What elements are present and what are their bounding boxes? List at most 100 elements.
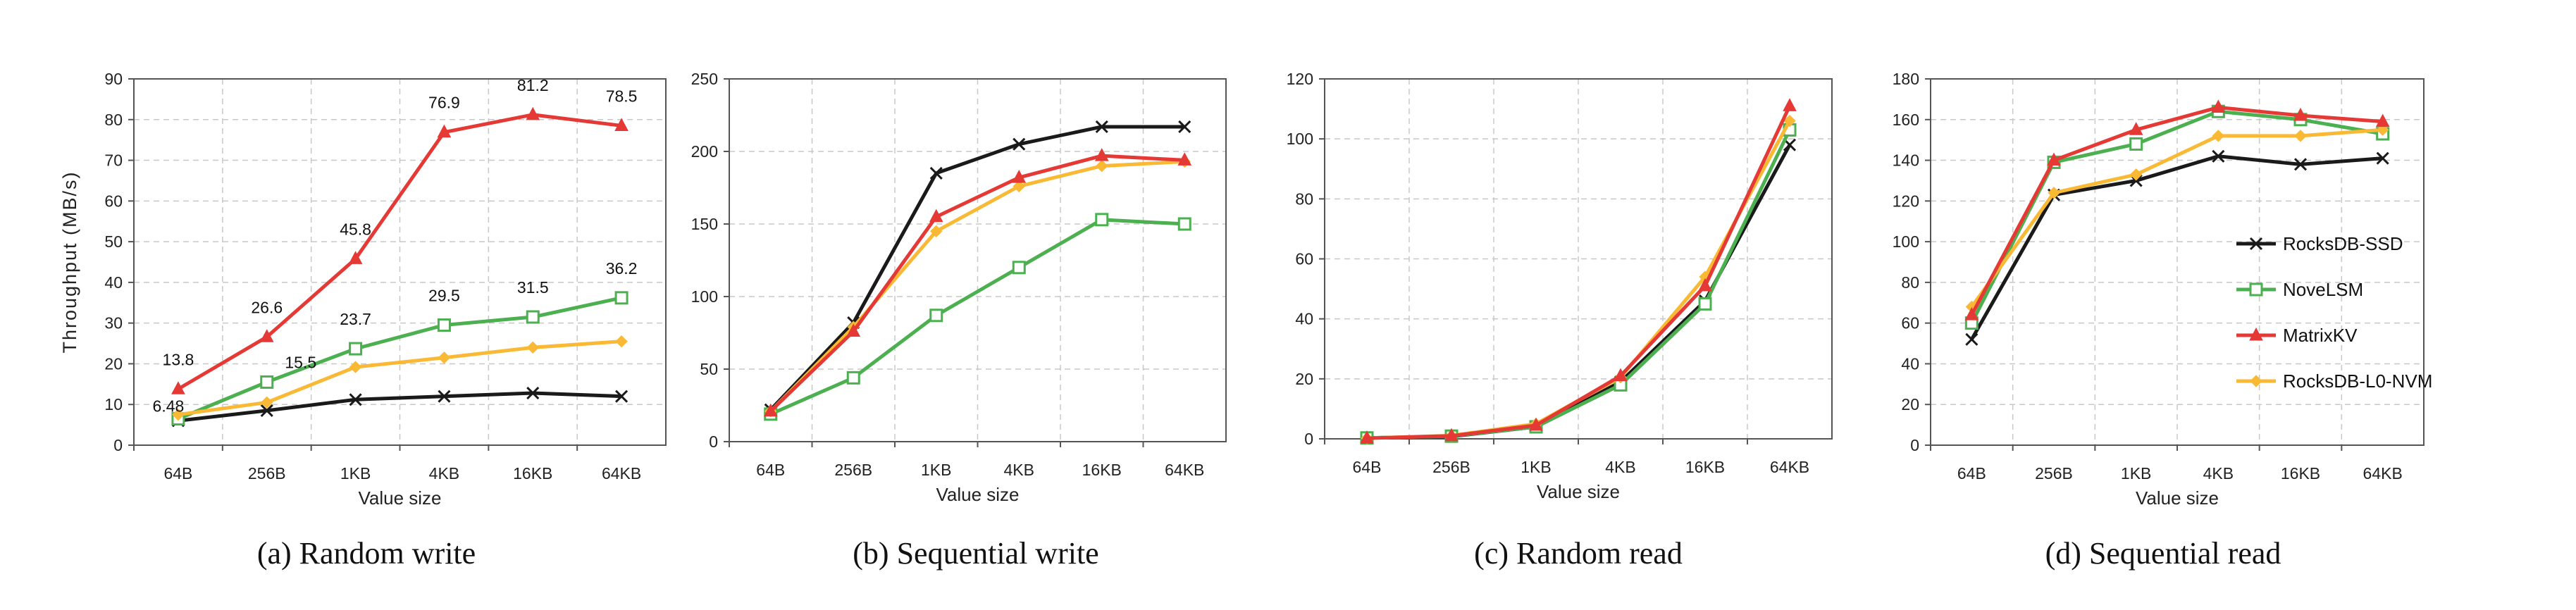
x-tick-label: 64B (1353, 458, 1382, 476)
legend-marker (2249, 282, 2263, 297)
y-tick-label: 250 (691, 70, 718, 88)
y-tick-label: 0 (113, 436, 123, 454)
data-point-RocksDB-L0-NVM (2376, 123, 2389, 136)
data-point-MatrixKV (1529, 417, 1543, 431)
data-point-RocksDB-SSD (349, 393, 362, 406)
data-label: 81.2 (517, 76, 549, 94)
y-axis-label: Throughput (MB/s) (59, 170, 80, 353)
legend-entry: NoveLSM (2283, 279, 2363, 300)
data-label: 15.5 (285, 353, 316, 371)
data-point-NoveLSM (2129, 137, 2143, 151)
data-point-RocksDB-SSD (438, 390, 451, 403)
x-tick-label: 4KB (429, 464, 459, 483)
data-point-RocksDB-L0-NVM (1096, 159, 1108, 173)
x-tick-label: 256B (248, 464, 286, 483)
legend-entry: MatrixKV (2283, 325, 2358, 346)
data-point-RocksDB-L0-NVM (2048, 187, 2060, 199)
y-tick-label: 30 (104, 314, 123, 332)
data-point-NoveLSM (1095, 213, 1109, 227)
y-tick-label: 0 (1304, 430, 1313, 448)
y-tick-label: 150 (691, 215, 718, 233)
data-point-RocksDB-L0-NVM (438, 351, 451, 364)
y-tick-label: 10 (104, 395, 123, 413)
data-point-RocksDB-L0-NVM (172, 408, 185, 421)
data-point-MatrixKV (2293, 107, 2308, 121)
data-point-MatrixKV (348, 251, 363, 264)
data-point-RocksDB-SSD (2212, 149, 2225, 163)
y-tick-label: 20 (1901, 395, 1919, 413)
data-point-NoveLSM (437, 318, 451, 332)
x-tick-label: 4KB (1605, 458, 1635, 476)
data-point-MatrixKV (929, 208, 943, 223)
data-point-MatrixKV (1783, 98, 1797, 111)
legend-marker (2250, 375, 2262, 387)
data-point-MatrixKV (1177, 152, 1192, 166)
y-tick-label: 40 (104, 273, 123, 292)
chart-panel-1: 0 50 100 150 200 250 64B 256B 1KB 4KB 16KB 64KB Valu… (691, 70, 1227, 571)
data-label: 26.6 (251, 298, 283, 316)
y-tick-label: 200 (691, 142, 718, 161)
y-tick-label: 80 (104, 111, 123, 129)
x-axis-label: Value size (936, 484, 1019, 505)
x-tick-label: 64KB (2363, 464, 2403, 483)
legend-marker (2249, 237, 2263, 251)
data-point-NoveLSM (1177, 217, 1191, 231)
x-tick-label: 64B (1957, 464, 1986, 483)
x-tick-label: 16KB (1685, 458, 1725, 476)
y-tick-label: 60 (104, 192, 123, 210)
data-point-MatrixKV (2211, 99, 2226, 113)
data-point-MatrixKV (1698, 278, 1712, 292)
data-point-RocksDB-SSD (2293, 158, 2308, 171)
x-tick-label: 64B (163, 464, 192, 483)
data-label: 31.5 (517, 278, 549, 297)
legend-marker (2249, 327, 2263, 341)
data-point-MatrixKV (2129, 122, 2143, 135)
y-tick-label: 80 (1295, 189, 1313, 208)
y-tick-label: 0 (709, 432, 718, 451)
data-point-MatrixKV (1964, 307, 1979, 320)
chart-caption: (c) Random read (1474, 536, 1683, 571)
y-tick-label: 160 (1893, 111, 1919, 129)
data-label: 76.9 (428, 94, 460, 112)
data-label: 13.8 (163, 350, 194, 368)
series-line-RocksDB-L0-NVM (178, 340, 622, 417)
x-tick-label: 4KB (2203, 464, 2234, 483)
x-tick-label: 1KB (1521, 458, 1551, 476)
series-line-RocksDB-L0-NVM (769, 159, 1185, 413)
data-point-MatrixKV (1614, 368, 1628, 382)
data-point-MatrixKV (437, 124, 452, 138)
data-point-RocksDB-L0-NVM (349, 361, 362, 373)
x-axis-label: Value size (1537, 481, 1620, 502)
x-tick-label: 64KB (602, 464, 641, 483)
chart-panel-0: 0 10 20 30 40 50 60 70 80 90 64B 256B 1KB 4KB 16KB 64KB… (59, 70, 667, 571)
y-tick-label: 90 (104, 70, 123, 88)
y-tick-label: 100 (691, 287, 718, 306)
chart-caption: (a) Random write (257, 536, 476, 571)
data-point-NoveLSM (260, 375, 274, 389)
data-point-RocksDB-SSD (260, 404, 273, 417)
data-point-RocksDB-SSD (615, 390, 628, 403)
x-tick-label: 16KB (1082, 461, 1122, 479)
x-tick-label: 64KB (1165, 461, 1204, 479)
series-line-NoveLSM (769, 218, 1185, 416)
x-tick-label: 256B (834, 461, 872, 479)
data-label: 6.48 (153, 397, 185, 416)
x-tick-label: 64B (756, 461, 785, 479)
data-point-NoveLSM (1012, 261, 1026, 275)
y-tick-label: 20 (104, 354, 123, 373)
y-tick-label: 40 (1295, 310, 1313, 328)
data-point-MatrixKV (846, 323, 861, 337)
data-point-RocksDB-L0-NVM (261, 396, 273, 409)
y-tick-label: 100 (1287, 130, 1313, 148)
x-tick-label: 1KB (2121, 464, 2151, 483)
y-tick-label: 50 (700, 360, 718, 378)
data-point-MatrixKV (259, 329, 274, 342)
data-point-MatrixKV (1360, 430, 1374, 444)
series-line-MatrixKV (177, 113, 622, 391)
data-point-MatrixKV (763, 403, 778, 417)
data-point-RocksDB-L0-NVM (2212, 130, 2225, 142)
y-tick-label: 50 (104, 232, 123, 251)
x-tick-label: 16KB (2281, 464, 2320, 483)
data-point-RocksDB-SSD (1013, 137, 1026, 151)
